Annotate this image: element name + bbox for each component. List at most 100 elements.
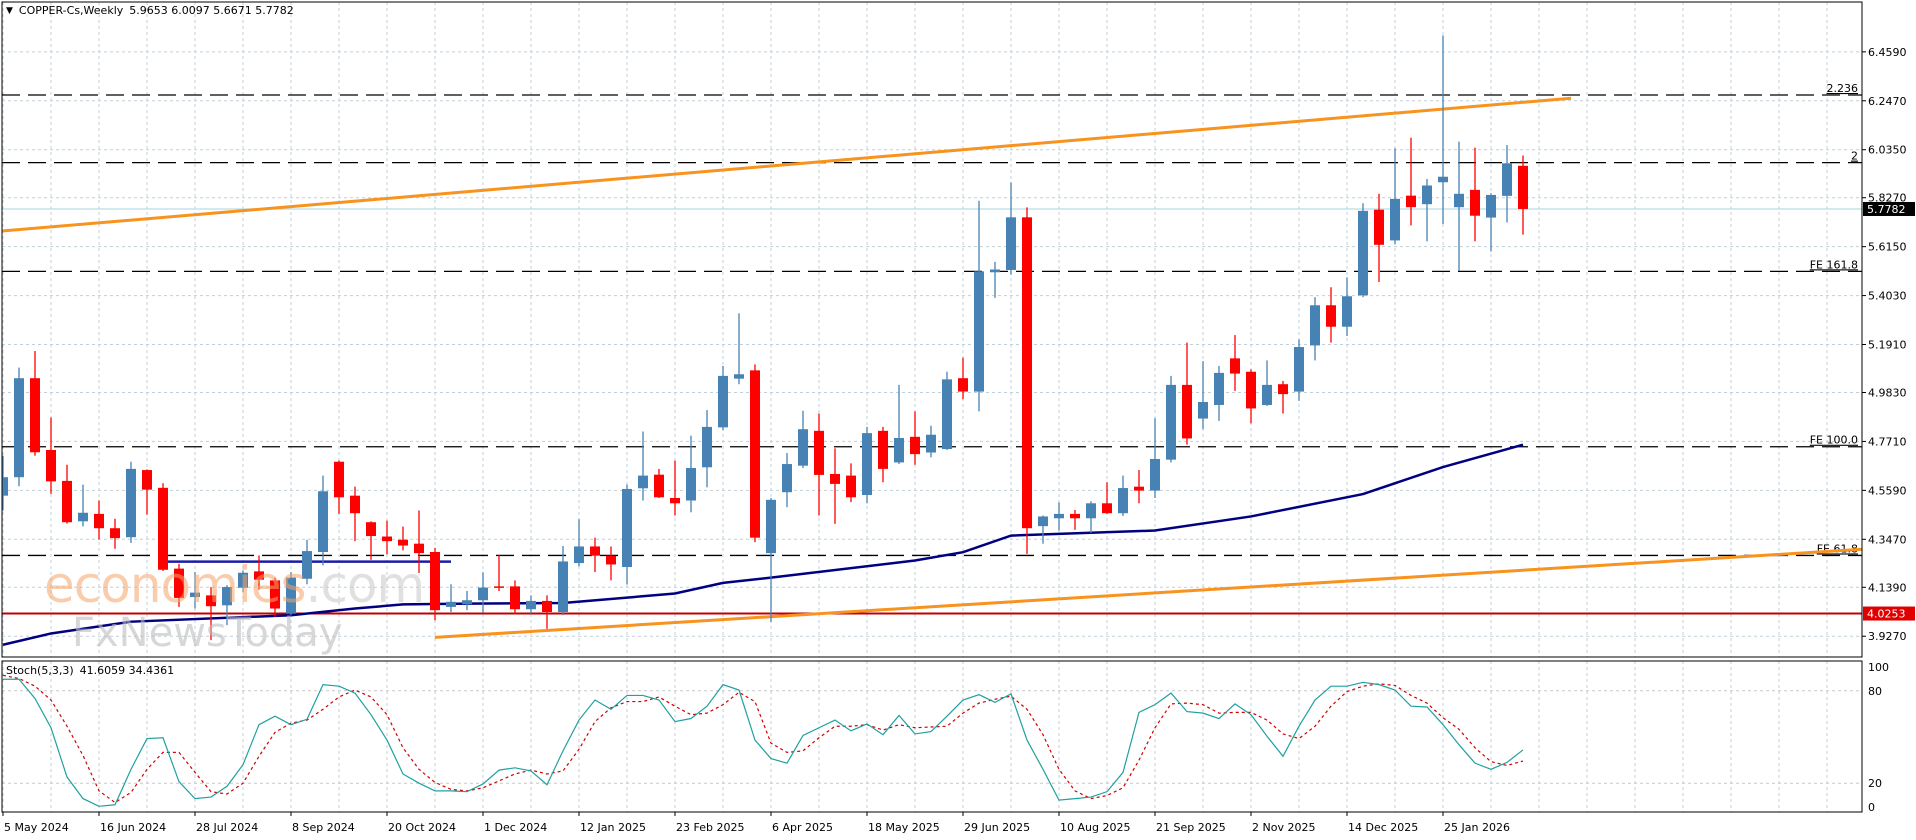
candle-bullish (798, 429, 808, 466)
candle-bullish (942, 379, 952, 450)
stoch-panel-frame (1, 660, 1863, 813)
candle-bullish (1166, 384, 1176, 460)
price-axis-label: 4.3470 (1868, 533, 1907, 546)
price-axis-label: 3.9270 (1868, 630, 1907, 643)
time-axis-label: 16 Jun 2024 (100, 821, 166, 834)
time-axis-label: 6 Apr 2025 (772, 821, 833, 834)
candle-bearish (1022, 217, 1032, 529)
stoch-values: 41.6059 34.4361 (79, 664, 175, 677)
time-axis-label: 14 Dec 2025 (1348, 821, 1418, 834)
channel-line-upper (2, 96, 1572, 233)
triangle-down-icon[interactable]: ▼ (6, 5, 13, 16)
candle-bullish (1294, 347, 1304, 392)
candle-bearish (158, 487, 168, 570)
price-axis-label: 4.9830 (1868, 387, 1907, 400)
candle-bullish (1486, 194, 1496, 218)
stoch-main-line (3, 678, 1524, 807)
support-price-box-label: 4.0253 (1867, 608, 1906, 621)
time-axis-label: 2 Nov 2025 (1252, 821, 1315, 834)
price-axis-label: 5.6150 (1868, 241, 1907, 254)
candle-bearish (1102, 503, 1112, 514)
chart-header: ▼ COPPER-Cs,Weekly 5.9653 6.0097 5.6671 … (6, 4, 294, 17)
candle-bullish (1502, 163, 1512, 196)
candle-bullish (1454, 193, 1464, 208)
stoch-label: Stoch(5,3,3) (6, 664, 74, 677)
candle-bullish (622, 488, 632, 567)
candle-bullish (222, 587, 232, 606)
moving-average-line (2, 443, 1524, 646)
fibonacci-level-label: 2 (1851, 150, 1858, 163)
candle-bearish (958, 378, 968, 392)
candle-bullish (1214, 372, 1224, 405)
candle-bearish (1246, 371, 1256, 409)
candle-bearish (398, 539, 408, 546)
candle-bullish (894, 437, 904, 463)
stoch-axis-label: 0 (1868, 801, 1875, 814)
candle-bullish (318, 491, 328, 552)
candle-bearish (46, 449, 56, 482)
candle-bullish (190, 592, 200, 597)
candle-bearish (254, 571, 264, 580)
candle-bullish (478, 587, 488, 601)
price-axis-label: 5.4030 (1868, 290, 1907, 303)
candle-bearish (334, 461, 344, 498)
candle-bearish (382, 536, 392, 542)
candle-bearish (814, 430, 824, 475)
candle-bearish (910, 436, 920, 455)
candle-bearish (1134, 486, 1144, 491)
candle-bearish (62, 480, 72, 523)
candle-bullish (1086, 503, 1096, 519)
candle-bearish (1470, 189, 1480, 216)
candle-bullish (238, 572, 248, 588)
candle-bearish (366, 522, 376, 537)
candle-bearish (1406, 195, 1416, 208)
price-axis-label: 4.1390 (1868, 581, 1907, 594)
candle-bearish (846, 475, 856, 498)
fibonacci-level-label: 2.236 (1827, 82, 1859, 95)
candle-bullish (782, 464, 792, 493)
time-axis-label: 23 Feb 2025 (676, 821, 744, 834)
candle-bullish (686, 467, 696, 501)
candle-bearish (110, 528, 120, 539)
candle-bearish (1374, 209, 1384, 245)
candle-bullish (1310, 305, 1320, 346)
candle-bearish (494, 586, 504, 588)
current-price-box (1863, 201, 1915, 216)
candle-bearish (750, 370, 760, 538)
candle-bullish (446, 601, 456, 607)
candle-bearish (830, 473, 840, 484)
candle-bullish (1422, 185, 1432, 205)
candle-bullish (574, 546, 584, 564)
candle-bullish (78, 512, 88, 522)
price-axis-label: 5.8270 (1868, 192, 1907, 205)
candle-bullish (766, 499, 776, 554)
candle-bearish (606, 555, 616, 565)
candle-bearish (350, 495, 360, 514)
candle-bullish (1006, 217, 1016, 270)
current-price-box-label: 5.7782 (1867, 203, 1906, 216)
stoch-axis-label: 20 (1868, 777, 1882, 790)
time-axis-label: 29 Jun 2025 (964, 821, 1030, 834)
time-axis-label: 25 Jan 2026 (1444, 821, 1510, 834)
time-axis-label: 1 Dec 2024 (484, 821, 547, 834)
candle-bullish (526, 600, 536, 610)
candle-bearish (30, 378, 40, 453)
candle-bearish (94, 513, 104, 529)
candle-bullish (558, 561, 568, 612)
candle-bearish (590, 546, 600, 556)
candle-bearish (1182, 384, 1192, 439)
symbol-timeframe: COPPER-Cs,Weekly (18, 4, 124, 17)
candle-bearish (430, 551, 440, 611)
candle-bullish (862, 433, 872, 495)
candle-bullish (718, 375, 728, 428)
price-axis-label: 5.1910 (1868, 339, 1907, 352)
candle-bearish (654, 474, 664, 498)
candle-bullish (702, 426, 712, 468)
main-panel-frame (1, 1, 1863, 658)
stoch-header: Stoch(5,3,3) 41.6059 34.4361 (6, 664, 174, 677)
ohlc-readout: 5.9653 6.0097 5.6671 5.7782 (129, 4, 294, 17)
stoch-axis-label: 80 (1868, 685, 1882, 698)
time-axis-label: 21 Sep 2025 (1156, 821, 1226, 834)
candle-bullish (926, 434, 936, 453)
